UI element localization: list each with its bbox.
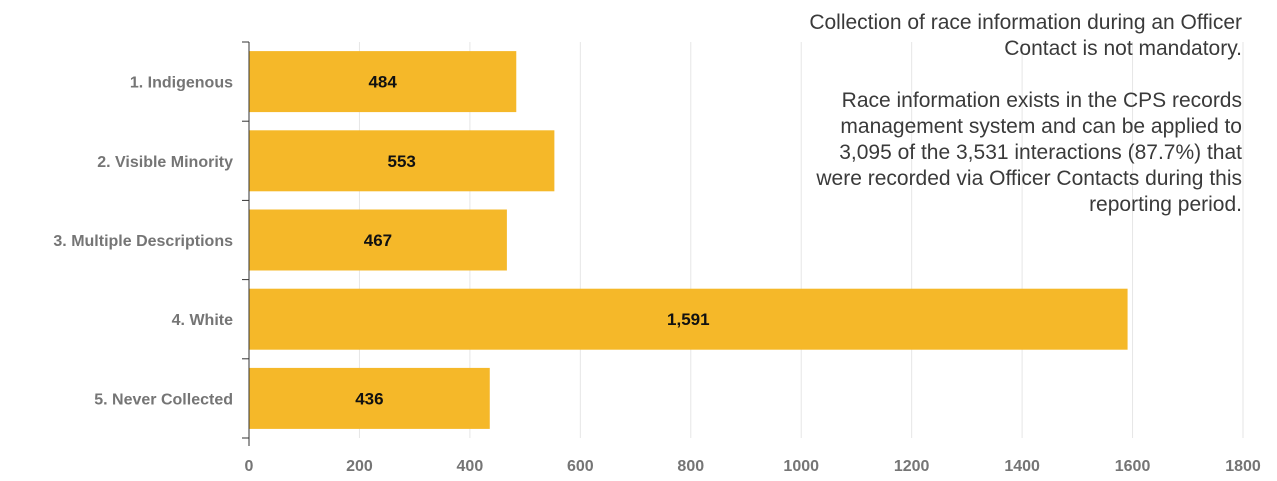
annotation-note-2: Race information exists in the CPS recor… — [816, 89, 1242, 216]
bar — [249, 51, 517, 113]
category-label: 5. Never Collected — [94, 391, 233, 408]
x-tick-label: 0 — [245, 458, 254, 475]
x-tick-label: 200 — [346, 458, 373, 475]
x-tick-label: 1200 — [894, 458, 930, 475]
x-tick-label: 600 — [567, 458, 594, 475]
labels: 0 200 400 600 800 1000 1200 1400 1600 1800 1. Indi… — [53, 73, 1260, 475]
category-label: 4. White — [172, 312, 233, 329]
bar — [249, 288, 1128, 350]
data-label: 484 — [368, 73, 397, 92]
data-label: 1,591 — [667, 310, 710, 329]
category-label: 3. Multiple Descriptions — [53, 233, 233, 250]
x-tick-label: 1400 — [1004, 458, 1040, 475]
data-label: 467 — [364, 231, 392, 250]
data-label: 436 — [355, 389, 383, 408]
bar — [249, 130, 555, 192]
bar — [249, 209, 507, 271]
bars — [249, 51, 1128, 429]
x-tick-label: 800 — [677, 458, 704, 475]
category-label: 2. Visible Minority — [97, 154, 233, 171]
annotation-note-1: Collection of race information during an… — [809, 11, 1242, 60]
x-tick-label: 400 — [457, 458, 484, 475]
x-tick-label: 1600 — [1115, 458, 1151, 475]
axes — [242, 41, 250, 446]
bar — [249, 367, 490, 429]
annotation-text: Collection of race information during an… — [700, 10, 1242, 218]
x-tick-label: 1800 — [1225, 458, 1261, 475]
x-tick-label: 1000 — [783, 458, 819, 475]
category-label: 1. Indigenous — [130, 75, 233, 92]
data-label: 553 — [388, 152, 416, 171]
